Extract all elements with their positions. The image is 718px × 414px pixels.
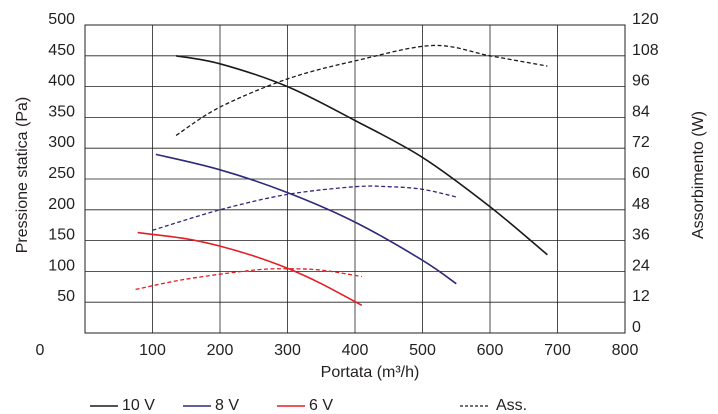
y-left-tick-label: 250 xyxy=(48,165,75,182)
series-line-10-v xyxy=(175,55,548,256)
y-left-tick-label: 100 xyxy=(48,257,75,274)
y-left-tick-label: 500 xyxy=(48,11,75,28)
x-tick-label: 100 xyxy=(139,342,166,359)
x-tick-label: 300 xyxy=(274,342,301,359)
y-left-tick-label: 200 xyxy=(48,196,75,213)
series-line-ass-dashed xyxy=(175,44,548,136)
legend-label: Ass. xyxy=(496,397,527,414)
series-line-8-v-ass-dashed xyxy=(152,185,457,231)
y-right-tick-label: 0 xyxy=(632,319,641,336)
y-right-tick-label: 24 xyxy=(632,257,650,274)
x-tick-label: 200 xyxy=(207,342,234,359)
y-right-tick-label: 96 xyxy=(632,73,650,90)
y-right-tick-labels: 0 12 24 36 48 60 72 84 96 108 120 xyxy=(632,11,659,336)
series-line-8-v xyxy=(155,153,457,285)
x-axis-title: Portata (m³/h) xyxy=(321,364,420,381)
y-right-axis-title: Assorbimento (W) xyxy=(690,111,707,239)
series-layer xyxy=(135,44,548,307)
legend-label: 6 V xyxy=(309,397,333,414)
y-right-tick-label: 60 xyxy=(632,165,650,182)
y-left-tick-label: 400 xyxy=(48,73,75,90)
x-tick-label: 700 xyxy=(544,342,571,359)
y-right-tick-label: 84 xyxy=(632,103,650,120)
y-left-tick-label: 150 xyxy=(48,227,75,244)
x-tick-label: 400 xyxy=(342,342,369,359)
series-line-6-v-ass-dashed xyxy=(135,268,362,291)
y-right-tick-label: 12 xyxy=(632,288,650,305)
y-left-tick-label: 450 xyxy=(48,42,75,59)
y-right-tick-label: 48 xyxy=(632,196,650,213)
y-right-tick-label: 36 xyxy=(632,227,650,244)
x-tick-labels: 0 100 200 300 400 500 600 700 800 xyxy=(36,342,639,359)
grid xyxy=(84,24,626,334)
legend-label: 10 V xyxy=(122,397,155,414)
legend: 10 V 8 V 6 V Ass. xyxy=(90,397,527,414)
y-right-tick-label: 108 xyxy=(632,42,659,59)
x-tick-label: 800 xyxy=(612,342,639,359)
y-left-tick-label: 50 xyxy=(57,288,75,305)
y-right-tick-label: 120 xyxy=(632,11,659,28)
y-right-tick-label: 72 xyxy=(632,134,650,151)
y-left-axis-title: Pressione statica (Pa) xyxy=(14,97,31,254)
plot-frame xyxy=(84,24,626,334)
y-left-tick-label: 300 xyxy=(48,134,75,151)
x-tick-label: 0 xyxy=(36,342,45,359)
y-left-tick-labels: 50 100 150 200 250 300 350 400 450 500 xyxy=(48,11,75,305)
y-left-tick-label: 350 xyxy=(48,103,75,120)
x-tick-label: 500 xyxy=(409,342,436,359)
series-line-6-v xyxy=(137,231,363,307)
legend-label: 8 V xyxy=(215,397,239,414)
x-tick-label: 600 xyxy=(477,342,504,359)
